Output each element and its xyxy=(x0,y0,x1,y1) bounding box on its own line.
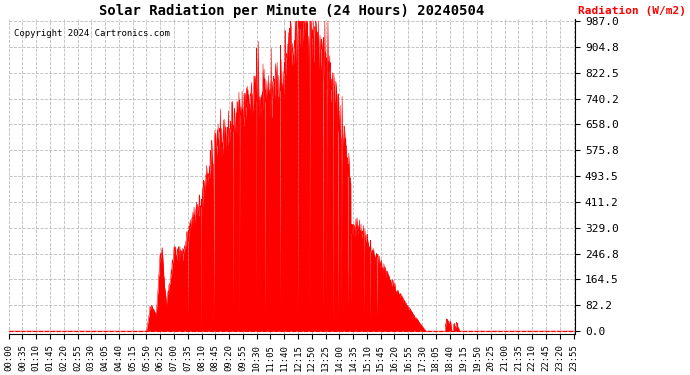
Text: Copyright 2024 Cartronics.com: Copyright 2024 Cartronics.com xyxy=(14,29,170,38)
Text: Radiation (W/m2): Radiation (W/m2) xyxy=(578,6,686,16)
Title: Solar Radiation per Minute (24 Hours) 20240504: Solar Radiation per Minute (24 Hours) 20… xyxy=(99,4,484,18)
